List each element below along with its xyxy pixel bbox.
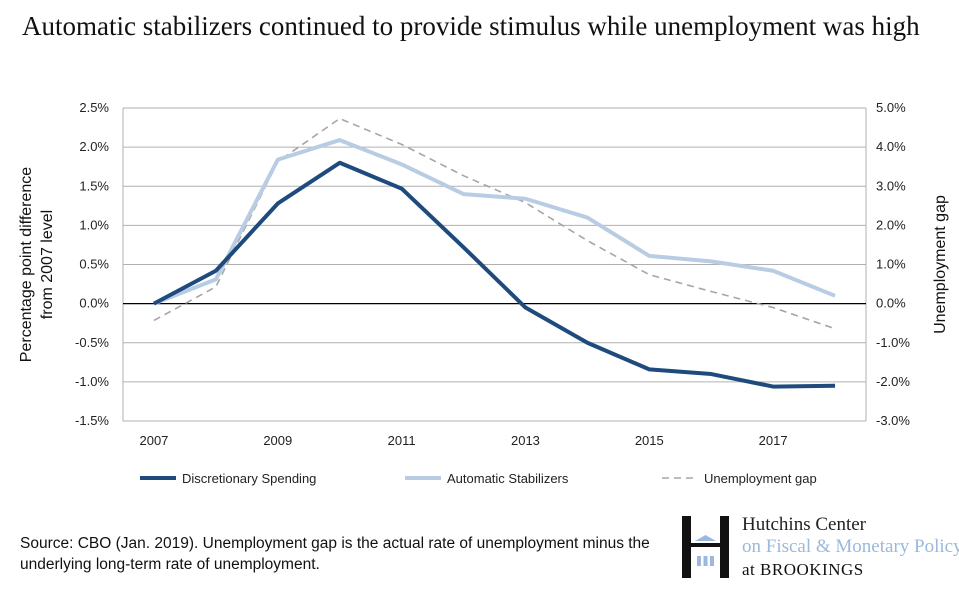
logo-line1: Hutchins Center [742, 514, 867, 535]
series-line-discretionary-spending [153, 160, 836, 389]
y2-tick-label: 4.0% [876, 139, 906, 154]
y2-tick-label: 5.0% [876, 100, 906, 115]
x-tick-label: 2015 [635, 433, 664, 448]
building-h-icon [682, 516, 729, 578]
y2-tick-label: -1.0% [876, 335, 910, 350]
brookings-logo: Hutchins Center on Fiscal & Monetary Pol… [680, 514, 959, 584]
series-line-unemployment-gap [153, 117, 836, 330]
y-tick-label: 1.5% [79, 178, 109, 193]
y-tick-label: 2.5% [79, 100, 109, 115]
source-note: Source: CBO (Jan. 2019). Unemployment ga… [20, 535, 650, 573]
y-tick-label: 0.0% [79, 296, 109, 311]
x-tick-label: 2013 [511, 433, 540, 448]
y-tick-label: -1.0% [75, 374, 109, 389]
chart: -1.5% -1.0% -0.5% 0.0% 0.5% 1.0% 1.5% 2.0% 2.5% -… [18, 100, 949, 486]
y2-tick-label: 1.0% [876, 257, 906, 272]
chart-title: Automatic stabilizers continued to provi… [22, 11, 920, 41]
y-axis-label-line2: from 2007 level [39, 210, 56, 319]
y-tick-label: -0.5% [75, 335, 109, 350]
legend-label: Discretionary Spending [182, 471, 316, 486]
y2-axis-label: Unemployment gap [932, 195, 949, 334]
y2-tick-label: -3.0% [876, 413, 910, 428]
logo-line3: at BROOKINGS [742, 560, 864, 579]
logo-line2: on Fiscal & Monetary Policy [742, 536, 959, 557]
x-tick-label: 2011 [388, 433, 416, 448]
x-tick-label: 2007 [139, 433, 168, 448]
series-line-automatic-stabilizers [153, 138, 836, 306]
y2-tick-label: 0.0% [876, 296, 906, 311]
y-tick-label: 0.5% [79, 257, 109, 272]
y-tick-label: -1.5% [75, 413, 109, 428]
y-tick-label: 1.0% [79, 217, 109, 232]
y2-tick-label: 3.0% [876, 178, 906, 193]
legend-label: Unemployment gap [704, 471, 817, 486]
x-tick-label: 2017 [759, 433, 788, 448]
y-axis-label: Percentage point difference [18, 167, 35, 363]
y2-tick-label: 2.0% [876, 217, 906, 232]
legend-label: Automatic Stabilizers [447, 471, 569, 486]
y2-tick-label: -2.0% [876, 374, 910, 389]
x-tick-label: 2009 [263, 433, 292, 448]
y-tick-label: 2.0% [79, 139, 109, 154]
